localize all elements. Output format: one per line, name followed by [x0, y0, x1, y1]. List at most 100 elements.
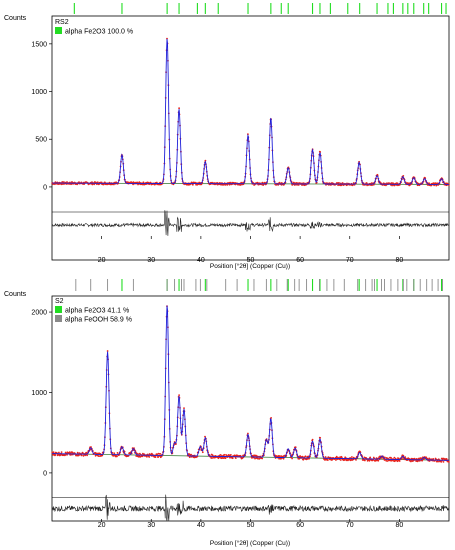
observed-point: [192, 183, 194, 186]
x-tick-label: 20: [98, 257, 106, 264]
observed-point: [219, 454, 222, 456]
calculated-profile: [52, 38, 449, 185]
observed-point: [351, 456, 353, 458]
observed-point: [76, 451, 79, 454]
observed-point: [386, 460, 389, 462]
x-tick-label: 80: [395, 522, 403, 529]
observed-point: [154, 456, 157, 458]
observed-point: [116, 452, 119, 454]
x-tick-label: 80: [395, 257, 403, 264]
observed-point: [257, 457, 259, 460]
observed-point: [148, 456, 151, 458]
y-tick-label: 2000: [31, 310, 47, 317]
observed-point: [345, 459, 348, 462]
observed-point: [52, 451, 55, 454]
observed-point: [270, 417, 272, 419]
observed-point: [54, 454, 57, 456]
observed-point: [404, 456, 406, 458]
x-tick-label: 30: [147, 257, 155, 264]
x-tick-label: 60: [296, 522, 304, 529]
x-tick-label: 70: [346, 257, 354, 264]
observed-point: [306, 458, 309, 460]
y-axis-label: Counts: [4, 15, 27, 22]
observed-point: [194, 181, 197, 184]
legend-label-goethite: alpha FeOOH 58.9 %: [65, 317, 132, 324]
observed-point: [324, 456, 327, 458]
observed-point: [183, 407, 185, 409]
reflection-markers: [75, 279, 443, 291]
diffraction-pattern: [51, 305, 450, 522]
panel-rs2: Counts RS2 alpha Fe2O3 100.0 % 0 500 1000 1…: [4, 3, 450, 270]
observed-point: [355, 459, 357, 461]
y-tick-label: 0: [43, 184, 47, 191]
y-tick-label: 0: [43, 470, 47, 477]
y-tick-label: 500: [35, 137, 47, 144]
observed-point: [365, 182, 368, 184]
observed-point: [258, 457, 261, 460]
observed-point: [211, 457, 214, 459]
observed-point: [398, 460, 401, 462]
panel-s2: Counts S2 alpha Fe2O3 41.1 % alpha FeOOH…: [4, 279, 450, 547]
observed-point: [279, 455, 281, 458]
observed-point: [80, 454, 83, 457]
observed-point: [304, 455, 307, 458]
observed-point: [384, 456, 386, 459]
observed-point: [54, 183, 56, 186]
observed-point: [363, 456, 366, 459]
observed-point: [326, 459, 329, 461]
observed-point: [84, 454, 87, 457]
observed-point: [368, 459, 371, 462]
observed-point: [141, 455, 144, 458]
observed-point: [201, 451, 204, 454]
observed-point: [301, 455, 304, 458]
legend: alpha Fe2O3 41.1 % alpha FeOOH 58.9 %: [55, 306, 132, 324]
observed-point: [61, 181, 64, 183]
observed-point: [410, 460, 413, 462]
observed-point: [393, 456, 396, 459]
observed-point: [261, 181, 264, 184]
observed-point: [178, 394, 181, 396]
observed-point: [291, 457, 293, 460]
observed-point: [393, 184, 396, 187]
observed-point: [442, 461, 445, 463]
legend: alpha Fe2O3 100.0 %: [55, 27, 133, 36]
observed-point: [428, 182, 431, 185]
observed-point: [224, 457, 227, 459]
x-tick-label: 40: [197, 522, 205, 529]
observed-point: [63, 181, 65, 183]
observed-point: [222, 457, 225, 459]
observed-point: [230, 454, 232, 456]
observed-point: [96, 181, 99, 184]
diffraction-pattern: [51, 37, 450, 236]
reflection-markers: [73, 3, 447, 14]
observed-point: [253, 454, 256, 457]
difference-curve: [52, 210, 450, 236]
x-tick-label: 60: [296, 257, 304, 264]
observed-point: [188, 456, 191, 459]
observed-point: [239, 184, 242, 186]
y-ticks: 0 500 1000 1500: [31, 41, 52, 191]
observed-point: [385, 460, 388, 462]
legend-label-hematite: alpha Fe2O3 100.0 %: [65, 29, 133, 36]
observed-point: [234, 457, 237, 459]
x-tick-label: 70: [346, 522, 354, 529]
y-axis-label: Counts: [4, 291, 27, 298]
x-tick-label: 50: [247, 257, 255, 264]
observed-point: [86, 454, 88, 457]
legend-swatch-hematite: [55, 27, 62, 34]
observed-point: [331, 458, 334, 461]
observed-point: [364, 459, 366, 462]
legend-swatch-hematite: [55, 306, 62, 313]
observed-point: [106, 350, 109, 352]
observed-point: [137, 453, 139, 455]
observed-point: [204, 159, 207, 162]
x-tick-label: 50: [247, 522, 255, 529]
observed-point: [298, 457, 301, 460]
observed-point: [223, 453, 226, 456]
observed-point: [60, 451, 63, 453]
observed-point: [335, 455, 338, 458]
observed-point: [190, 453, 193, 456]
observed-point: [319, 437, 322, 439]
observed-point: [371, 184, 373, 187]
